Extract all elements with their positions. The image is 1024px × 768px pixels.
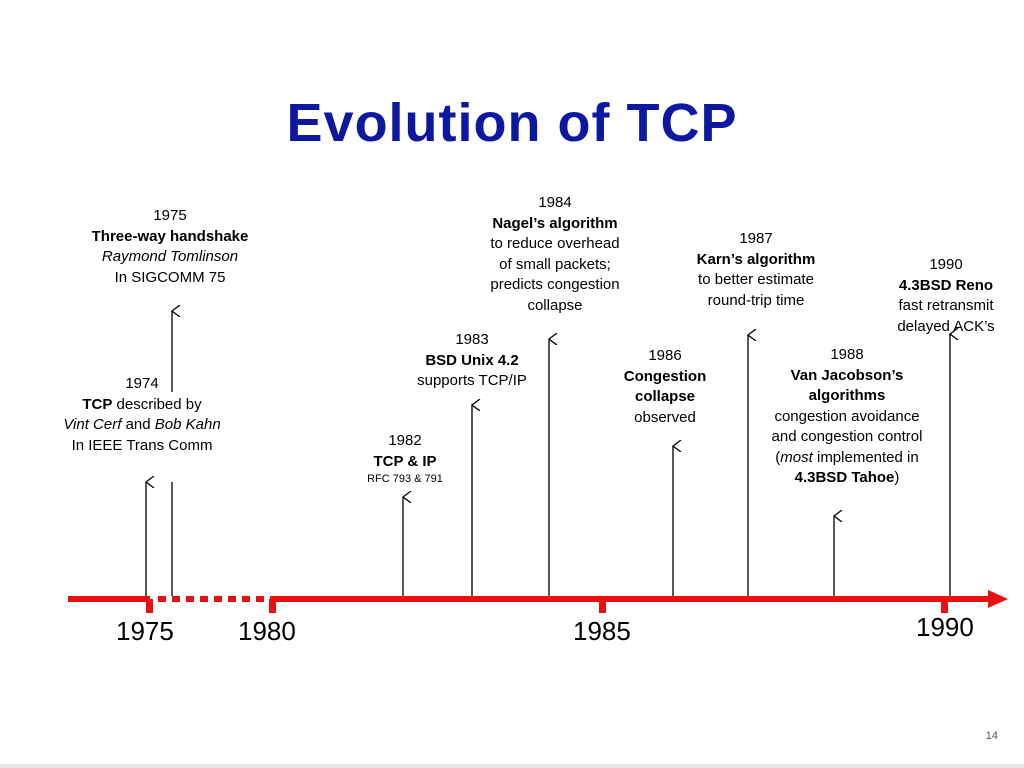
tick-1985 [599, 599, 606, 613]
event-text: described by [112, 395, 202, 413]
axis-year-1990: 1990 [916, 612, 974, 642]
event-text: to reduce overhead [490, 235, 620, 252]
event-year: 1986 [648, 347, 682, 364]
event-text: to better estimate [698, 271, 814, 288]
event-heading: Van Jacobson’s [790, 366, 904, 384]
event-emphasis: most [780, 448, 813, 466]
tick-1980 [269, 599, 276, 613]
event-heading: 4.3BSD Tahoe [794, 469, 895, 486]
tick-1990 [941, 599, 948, 613]
event-text: collapse [527, 296, 583, 314]
slide-title: Evolution of TCP [286, 93, 738, 153]
event-text: round-trip time [707, 291, 805, 309]
event-text: supports TCP/IP [417, 372, 527, 389]
page-number: 14 [985, 730, 998, 742]
event-year: 1982 [388, 432, 422, 449]
event-heading: algorithms [808, 387, 886, 404]
timeline-arrowhead [988, 590, 1008, 608]
event-text: predicts congestion [490, 276, 620, 293]
event-text: delayed ACK’s [897, 317, 995, 335]
axis-year-1975: 1975 [116, 616, 174, 646]
event-year: 1984 [538, 194, 572, 211]
event-heading: Congestion [623, 367, 707, 385]
event-text: fast retransmit [898, 297, 994, 314]
event-1974: 1974 TCP described by Vint Cerf and Bob … [42, 374, 242, 456]
event-heading: Three-way handshake [91, 227, 249, 245]
event-text: and congestion control [771, 428, 923, 445]
event-year: 1975 [153, 207, 187, 224]
event-author: Bob Kahn [154, 416, 221, 433]
event-text: of small packets; [499, 255, 611, 273]
event-year: 1987 [739, 230, 773, 247]
event-text: observed [634, 408, 696, 426]
event-1984: 1984 Nagel’s algorithm to reduce overhea… [475, 193, 635, 316]
event-1988: 1988 Van Jacobson’s algorithms congestio… [752, 345, 942, 489]
event-1982: 1982 TCP & IP RFC 793 & 791 [345, 431, 465, 487]
event-heading: TCP & IP [373, 452, 437, 470]
event-year: 1990 [929, 256, 963, 273]
event-text: ) [894, 469, 900, 486]
event-year: 1983 [455, 331, 489, 348]
event-1987: 1987 Karn’s algorithm to better estimate… [676, 229, 836, 311]
event-heading: 4.3BSD Reno [898, 276, 994, 294]
event-text: implemented in [812, 448, 919, 466]
tick-1975 [146, 599, 153, 613]
axis-year-1980: 1980 [238, 616, 296, 646]
event-heading: collapse [634, 388, 696, 405]
event-heading: TCP [82, 395, 113, 413]
footer-rule [0, 764, 1024, 768]
event-author: Raymond Tomlinson [101, 248, 239, 265]
event-1983: 1983 BSD Unix 4.2 supports TCP/IP [402, 330, 542, 392]
event-text: In IEEE Trans Comm [71, 436, 213, 454]
event-year: 1988 [830, 346, 864, 363]
event-1975: 1975 Three-way handshake Raymond Tomlins… [70, 206, 270, 288]
event-author: Vint Cerf [63, 416, 122, 433]
event-text: RFC 793 & 791 [367, 473, 443, 485]
event-heading: BSD Unix 4.2 [425, 351, 519, 369]
event-text: and [121, 416, 155, 433]
event-text: ( [775, 448, 781, 466]
event-text: In SIGCOMM 75 [114, 268, 226, 286]
event-1986: 1986 Congestion collapse observed [605, 346, 725, 428]
event-heading: Nagel’s algorithm [492, 214, 618, 232]
event-year: 1974 [125, 375, 159, 392]
axis-year-1985: 1985 [573, 616, 631, 646]
event-heading: Karn’s algorithm [696, 250, 816, 268]
event-text: congestion avoidance [774, 407, 920, 425]
event-1990: 1990 4.3BSD Reno fast retransmit delayed… [876, 255, 1016, 337]
